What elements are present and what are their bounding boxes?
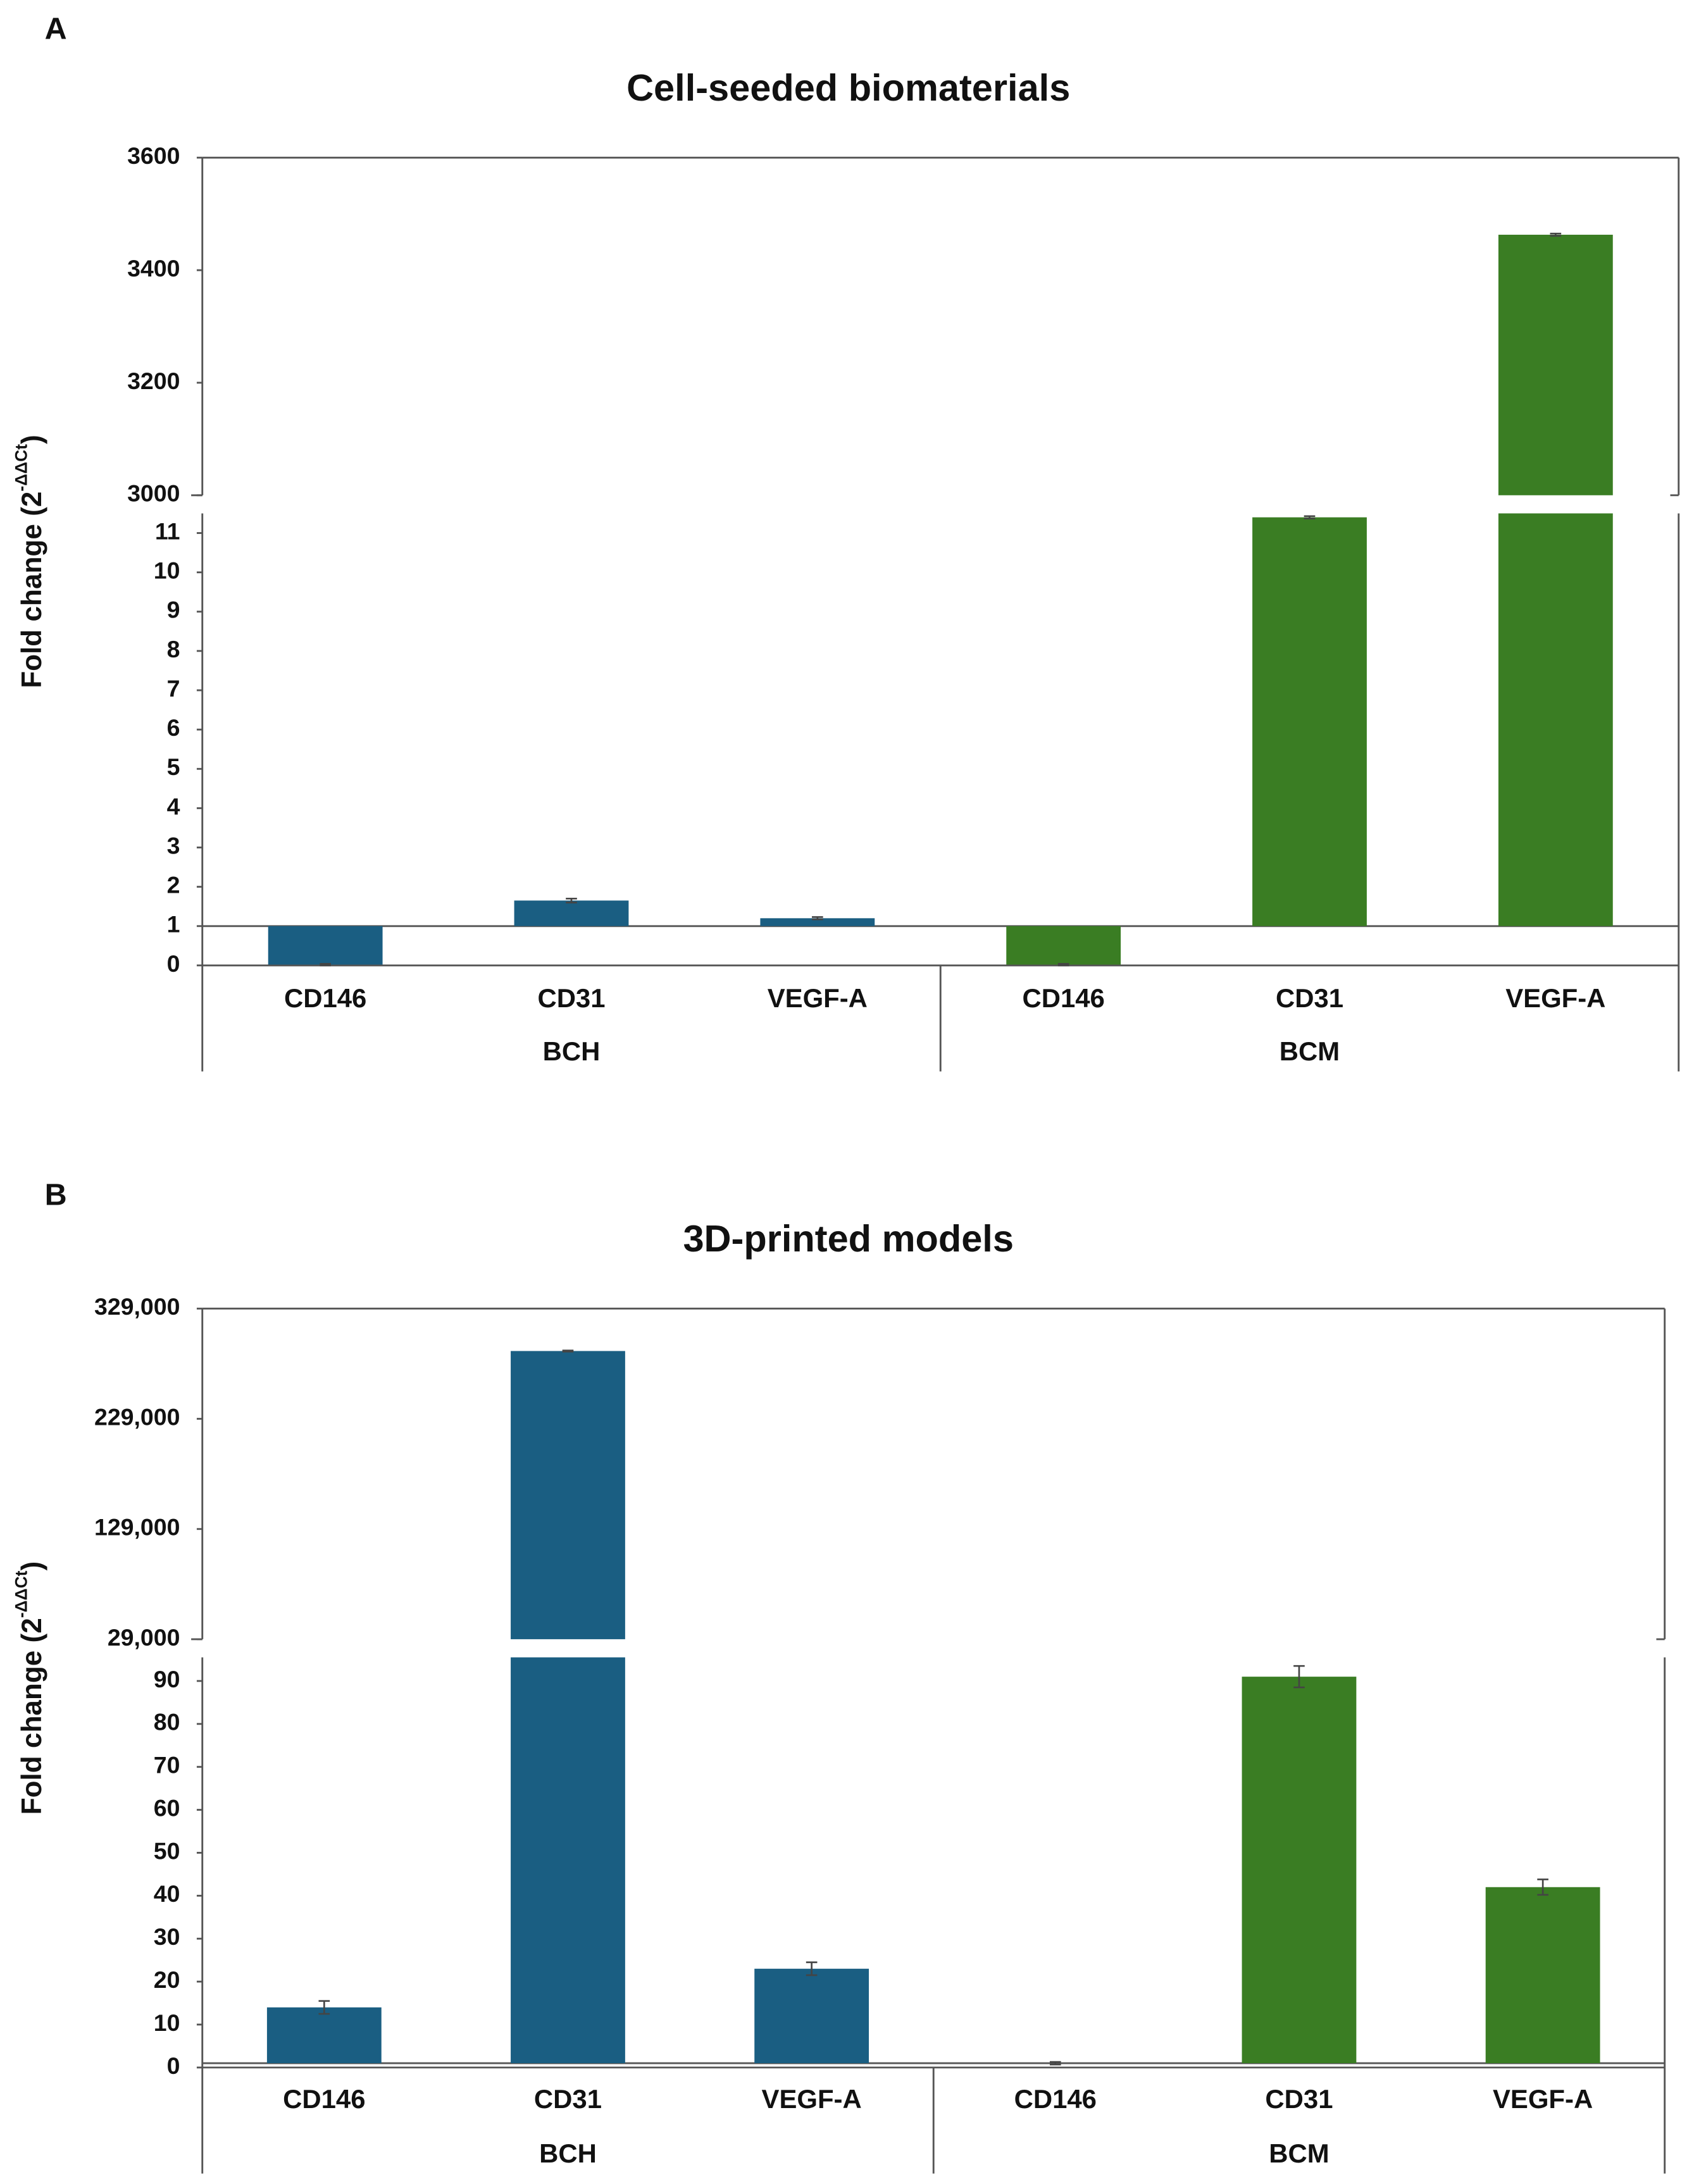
y-axis-label: Fold change (2-ΔΔCt) <box>11 435 47 688</box>
y2-tick-label: 3200 <box>127 368 180 394</box>
error-bar <box>1304 515 1316 519</box>
y-tick-label: 3 <box>167 832 180 859</box>
bar-upper <box>511 1351 625 1639</box>
y-tick-label: 60 <box>154 1794 180 1821</box>
x-tick-label: CD31 <box>534 2084 602 2114</box>
error-bar <box>1550 232 1562 237</box>
y-tick-label: 30 <box>154 1923 180 1950</box>
y2-tick-label: 3400 <box>127 255 180 282</box>
error-bar <box>562 1349 574 1353</box>
y2-tick-label: 3600 <box>127 142 180 169</box>
x-tick-label: CD31 <box>537 983 605 1013</box>
y-tick-label: 70 <box>154 1752 180 1778</box>
y-tick-label: 4 <box>167 793 180 819</box>
y-tick-label: 90 <box>154 1666 180 1692</box>
y-axis-label-main: Fold change (2 <box>16 1618 47 1815</box>
x-tick-label: CD146 <box>284 983 366 1013</box>
error-bar <box>806 1961 818 1976</box>
y-axis-label-sup: -ΔΔCt <box>11 444 30 492</box>
bar <box>1006 926 1121 965</box>
chart-title: Cell-seeded biomaterials <box>626 66 1070 109</box>
x-tick-label: VEGF-A <box>762 2084 862 2114</box>
y-tick-label: 11 <box>155 518 180 544</box>
x-tick-label: VEGF-A <box>1505 983 1605 1013</box>
y-axis-label: Fold change (2-ΔΔCt) <box>11 1561 47 1815</box>
y2-tick-label: 329,000 <box>94 1293 180 1320</box>
x-tick-label: CD146 <box>1022 983 1104 1013</box>
y2-tick-label: 129,000 <box>94 1514 180 1541</box>
error-bar <box>1049 2061 1061 2066</box>
error-bar <box>1293 1665 1305 1689</box>
y-tick-label: 1 <box>167 911 180 938</box>
y-tick-label: 80 <box>154 1709 180 1735</box>
group-label: BCH <box>539 2138 597 2168</box>
y2-tick-label: 229,000 <box>94 1403 180 1430</box>
y-axis-label-end: ) <box>16 435 47 444</box>
y-tick-label: 7 <box>167 675 180 702</box>
y-tick-label: 0 <box>167 2052 180 2079</box>
group-label: BCH <box>543 1036 601 1066</box>
error-bar <box>566 897 577 903</box>
y-tick-label: 2 <box>167 872 180 898</box>
bar-lower <box>1498 513 1613 926</box>
bar <box>1242 1677 1357 2064</box>
y-tick-label: 6 <box>167 714 180 741</box>
y-axis-label-sup: -ΔΔCt <box>11 1570 30 1618</box>
y2-tick-label: 3000 <box>127 480 180 507</box>
y-tick-label: 20 <box>154 1966 180 1993</box>
group-label: BCM <box>1280 1036 1340 1066</box>
panel-letter: B <box>45 1178 67 1212</box>
y-tick-label: 9 <box>167 597 180 623</box>
x-tick-label: VEGF-A <box>1493 2084 1593 2114</box>
y-tick-label: 5 <box>167 754 180 780</box>
error-bar <box>318 2000 330 2015</box>
x-tick-label: VEGF-A <box>768 983 868 1013</box>
bar <box>514 900 629 926</box>
error-bar <box>1537 1878 1548 1896</box>
bar <box>754 1968 869 2064</box>
y-axis-label-end: ) <box>16 1561 47 1571</box>
error-bar <box>320 963 331 967</box>
bar <box>760 918 875 926</box>
y-tick-label: 50 <box>154 1837 180 1864</box>
y-tick-label: 10 <box>154 557 180 584</box>
bar <box>268 926 383 965</box>
bar-upper <box>1498 235 1613 495</box>
error-bar <box>1057 963 1069 967</box>
y-axis-label-main: Fold change (2 <box>16 492 47 688</box>
y-tick-label: 10 <box>154 2009 180 2036</box>
y2-tick-label: 29,000 <box>108 1624 180 1651</box>
y-tick-label: 8 <box>167 636 180 662</box>
y-tick-label: 0 <box>167 950 180 977</box>
x-tick-label: CD31 <box>1265 2084 1333 2114</box>
bar <box>1485 1887 1600 2064</box>
chart-title: 3D-printed models <box>683 1217 1013 1260</box>
panel-letter: A <box>45 11 67 46</box>
group-label: BCM <box>1269 2138 1329 2168</box>
x-tick-label: CD146 <box>1014 2084 1097 2114</box>
y-tick-label: 40 <box>154 1880 180 1907</box>
x-tick-label: CD146 <box>283 2084 365 2114</box>
x-tick-label: CD31 <box>1276 983 1343 1013</box>
bar-lower <box>511 1657 625 2064</box>
error-bar <box>812 916 823 921</box>
bar <box>266 2007 382 2064</box>
bar <box>1252 517 1367 926</box>
